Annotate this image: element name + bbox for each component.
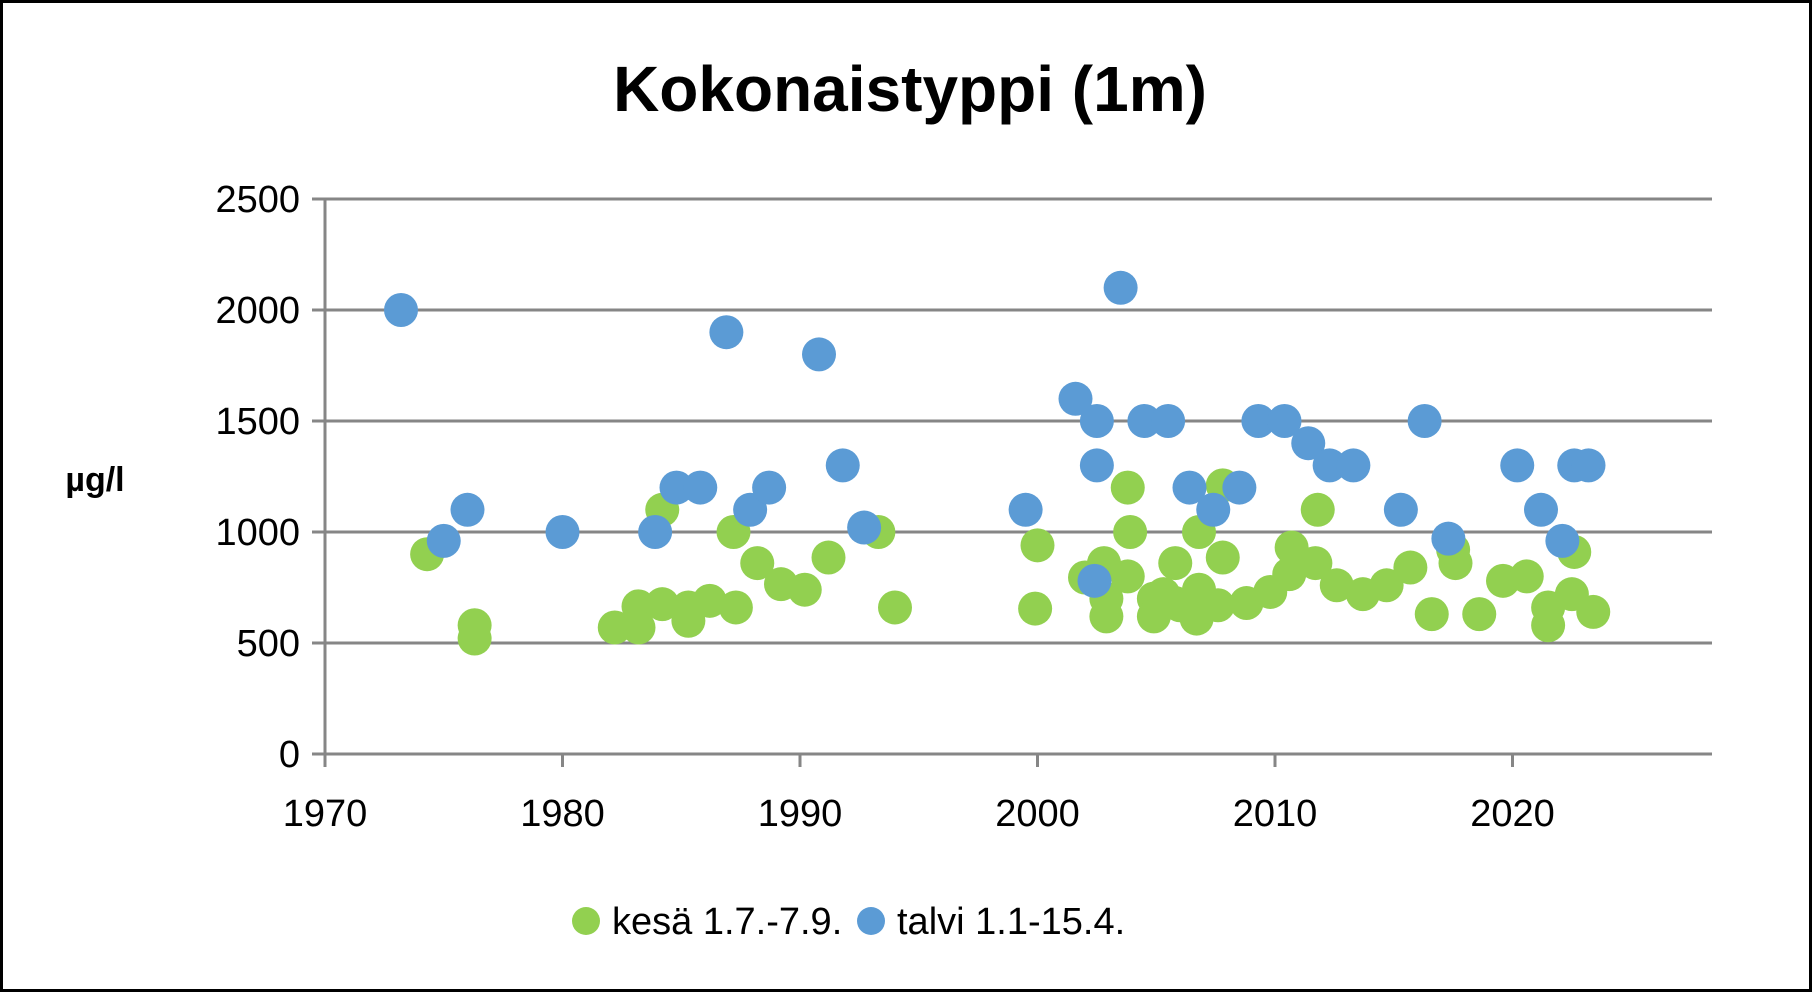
data-point bbox=[597, 610, 632, 645]
x-tick-label: 2010 bbox=[1233, 793, 1318, 835]
legend-item: kesä 1.7.-7.9. bbox=[572, 901, 842, 943]
data-point bbox=[1110, 559, 1145, 594]
data-point bbox=[1576, 594, 1611, 629]
y-tick-label: 1000 bbox=[215, 512, 300, 554]
data-point bbox=[752, 470, 787, 505]
data-point bbox=[1414, 597, 1449, 632]
data-point bbox=[1113, 515, 1148, 549]
data-point bbox=[1407, 404, 1442, 438]
data-point bbox=[1103, 270, 1138, 305]
data-point bbox=[740, 546, 775, 581]
data-point bbox=[1298, 546, 1333, 581]
data-point bbox=[1500, 448, 1535, 483]
data-point bbox=[1241, 404, 1276, 438]
data-point bbox=[638, 515, 673, 549]
data-point bbox=[545, 515, 580, 549]
x-tick-label: 2000 bbox=[995, 793, 1080, 835]
data-point bbox=[1151, 404, 1186, 438]
legend-label: kesä 1.7.-7.9. bbox=[612, 901, 842, 943]
data-point bbox=[1319, 568, 1354, 603]
data-point bbox=[1196, 492, 1231, 527]
data-point bbox=[802, 337, 836, 372]
data-point bbox=[811, 540, 846, 575]
data-point bbox=[1267, 404, 1302, 438]
data-point bbox=[1383, 492, 1418, 527]
legend-marker bbox=[857, 907, 885, 935]
data-point bbox=[1172, 470, 1207, 505]
data-point bbox=[1079, 404, 1114, 438]
data-point bbox=[1369, 568, 1404, 603]
data-point bbox=[787, 572, 822, 607]
data-point bbox=[683, 470, 718, 505]
legend-label: talvi 1.1-15.4. bbox=[897, 901, 1125, 943]
legend-item: talvi 1.1-15.4. bbox=[857, 901, 1125, 943]
y-tick-label: 1500 bbox=[215, 401, 300, 443]
data-point bbox=[1524, 492, 1558, 527]
data-point bbox=[621, 610, 656, 645]
data-point bbox=[1077, 563, 1112, 598]
data-point bbox=[1291, 426, 1326, 461]
data-point bbox=[457, 621, 492, 656]
y-tick-label: 2500 bbox=[215, 179, 300, 221]
data-point bbox=[1300, 492, 1335, 527]
data-point bbox=[878, 590, 912, 625]
data-point bbox=[1079, 448, 1114, 483]
data-point bbox=[1127, 404, 1162, 438]
series-talvi bbox=[384, 270, 1606, 598]
x-tick-label: 1980 bbox=[520, 793, 605, 835]
y-tick-label: 2000 bbox=[215, 290, 300, 332]
data-point bbox=[645, 587, 680, 622]
legend-marker bbox=[572, 907, 600, 935]
chart-title: Kokonaistyppi (1m) bbox=[613, 53, 1207, 125]
y-tick-label: 0 bbox=[279, 734, 300, 776]
data-point bbox=[847, 510, 882, 545]
data-point bbox=[659, 470, 694, 505]
data-point bbox=[1393, 550, 1428, 585]
data-point bbox=[718, 590, 753, 625]
data-point bbox=[1312, 448, 1347, 483]
data-point bbox=[1008, 492, 1043, 527]
data-point bbox=[1272, 557, 1307, 592]
data-point bbox=[1058, 381, 1093, 416]
data-point bbox=[1110, 470, 1145, 505]
data-point bbox=[1018, 591, 1053, 626]
x-tick-label: 2020 bbox=[1470, 793, 1555, 835]
data-point bbox=[1545, 523, 1580, 558]
data-point bbox=[426, 523, 461, 558]
data-point bbox=[733, 492, 768, 527]
data-point bbox=[1462, 597, 1497, 632]
data-point bbox=[1205, 540, 1240, 575]
x-tick-label: 1990 bbox=[758, 793, 843, 835]
y-tick-label: 500 bbox=[237, 623, 300, 665]
data-point bbox=[1571, 448, 1606, 483]
data-point bbox=[709, 315, 744, 350]
y-axis-label: µg/l bbox=[65, 461, 124, 499]
data-point bbox=[1336, 448, 1371, 483]
data-point bbox=[1509, 559, 1544, 594]
data-point bbox=[450, 492, 485, 527]
data-point bbox=[1020, 528, 1055, 563]
data-point bbox=[825, 448, 860, 483]
scatter-chart: Kokonaistyppi (1m) µg/l 0 500 1000 1500 2000… bbox=[65, 53, 1712, 943]
data-point bbox=[1222, 470, 1257, 505]
data-point bbox=[384, 293, 418, 327]
data-point bbox=[1201, 588, 1235, 623]
data-point bbox=[1431, 521, 1466, 556]
series-kesa bbox=[410, 468, 1611, 656]
data-point bbox=[692, 583, 727, 618]
x-tick-label: 1970 bbox=[283, 793, 368, 835]
data-point bbox=[1158, 546, 1193, 581]
